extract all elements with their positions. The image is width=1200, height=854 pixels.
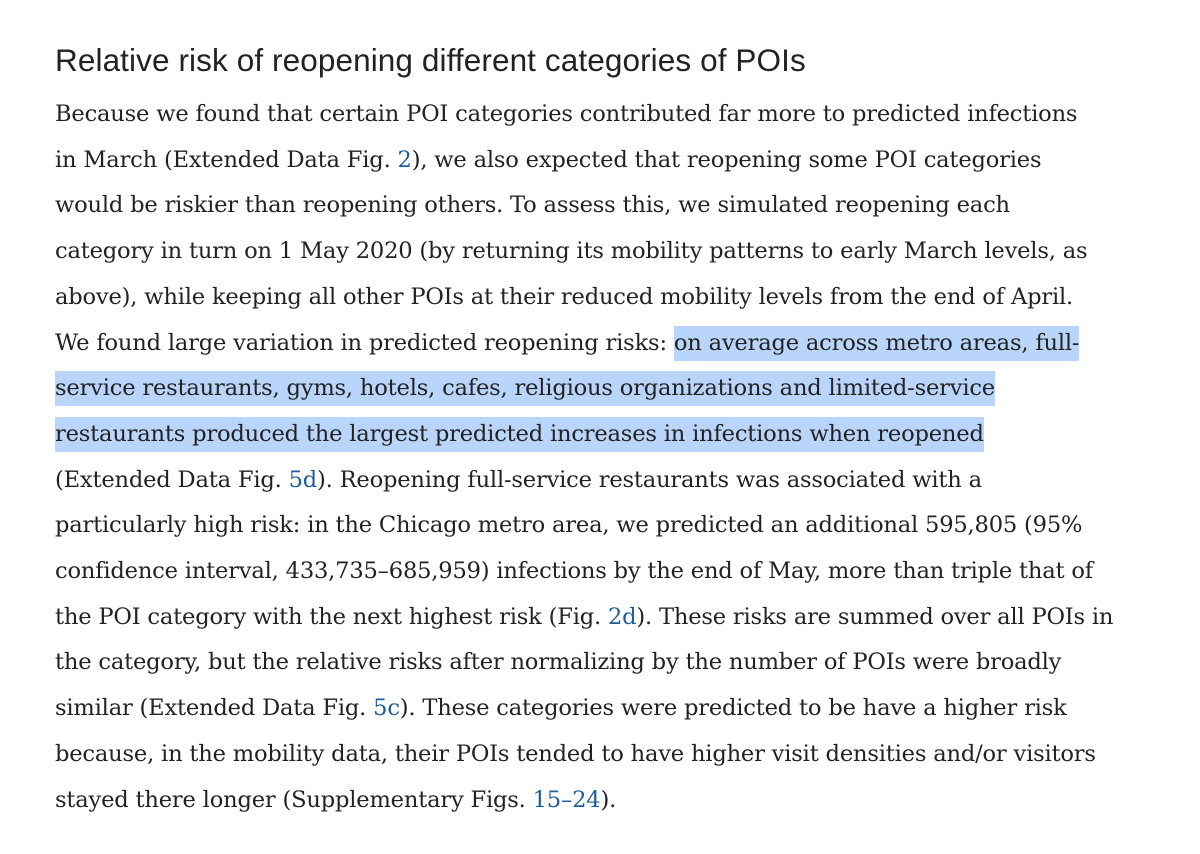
figure-link-ext-fig-2[interactable]: 2 bbox=[397, 146, 412, 173]
text-line: particularly high risk: in the Chicago m… bbox=[55, 503, 1160, 549]
text-line: restaurants produced the largest predict… bbox=[55, 412, 1160, 458]
text-segment: above), while keeping all other POIs at … bbox=[55, 283, 1073, 310]
text-segment: particularly high risk: in the Chicago m… bbox=[55, 512, 1083, 539]
selected-text[interactable]: service restaurants, gyms, hotels, cafes… bbox=[55, 371, 995, 407]
text-segment: similar (Extended Data Fig. bbox=[55, 695, 374, 722]
section-heading: Relative risk of reopening different cat… bbox=[55, 42, 806, 78]
text-line: would be riskier than reopening others. … bbox=[55, 183, 1160, 229]
figure-link-supp-fig-15[interactable]: 15 bbox=[532, 786, 562, 813]
text-line: above), while keeping all other POIs at … bbox=[55, 275, 1160, 321]
text-segment: Because we found that certain POI catego… bbox=[55, 101, 1078, 127]
figure-link-fig-2d[interactable]: 2d bbox=[607, 603, 637, 630]
body-paragraph: Because we found that certain POI catego… bbox=[55, 92, 1160, 823]
figure-link-ext-fig-5d[interactable]: 5d bbox=[288, 466, 318, 493]
text-segment: ). bbox=[600, 786, 617, 813]
figure-link-ext-fig-5c[interactable]: 5c bbox=[373, 695, 400, 722]
text-segment: (Extended Data Fig. bbox=[55, 466, 289, 493]
text-segment: the category, but the relative risks aft… bbox=[55, 649, 1062, 676]
text-segment: ), we also expected that reopening some … bbox=[411, 146, 1042, 173]
text-line: the category, but the relative risks aft… bbox=[55, 640, 1160, 686]
text-segment: the POI category with the next highest r… bbox=[55, 603, 608, 630]
text-segment: ). Reopening full-service restaurants wa… bbox=[317, 466, 982, 493]
text-line: We found large variation in predicted re… bbox=[55, 321, 1160, 367]
text-segment: ). These risks are summed over all POIs … bbox=[636, 603, 1114, 630]
selected-text[interactable]: on average across metro areas, full- bbox=[673, 325, 1080, 361]
text-segment: in March (Extended Data Fig. bbox=[55, 146, 398, 173]
text-line: Because we found that certain POI catego… bbox=[55, 92, 1160, 138]
text-segment: confidence interval, 433,735–685,959) in… bbox=[55, 558, 1093, 585]
text-segment: stayed there longer (Supplementary Figs. bbox=[55, 786, 533, 813]
text-segment: because, in the mobility data, their POI… bbox=[55, 740, 1096, 767]
text-segment: would be riskier than reopening others. … bbox=[55, 192, 1010, 219]
text-line: (Extended Data Fig. 5d). Reopening full-… bbox=[55, 458, 1160, 504]
range-dash: – bbox=[560, 786, 573, 813]
text-segment: category in turn on 1 May 2020 (by retur… bbox=[55, 238, 1088, 265]
text-line: service restaurants, gyms, hotels, cafes… bbox=[55, 366, 1160, 412]
figure-link-supp-fig-24[interactable]: 24 bbox=[572, 786, 601, 813]
text-line: confidence interval, 433,735–685,959) in… bbox=[55, 549, 1160, 595]
text-line: category in turn on 1 May 2020 (by retur… bbox=[55, 229, 1160, 275]
text-line: in March (Extended Data Fig. 2), we also… bbox=[55, 138, 1160, 184]
selected-text[interactable]: restaurants produced the largest predict… bbox=[55, 416, 984, 452]
text-line: stayed there longer (Supplementary Figs.… bbox=[55, 778, 1160, 824]
text-segment: We found large variation in predicted re… bbox=[55, 329, 674, 356]
text-segment: ). These categories were predicted to be… bbox=[399, 695, 1067, 722]
text-line: because, in the mobility data, their POI… bbox=[55, 732, 1160, 778]
text-line: the POI category with the next highest r… bbox=[55, 595, 1160, 641]
text-line: similar (Extended Data Fig. 5c). These c… bbox=[55, 686, 1160, 732]
